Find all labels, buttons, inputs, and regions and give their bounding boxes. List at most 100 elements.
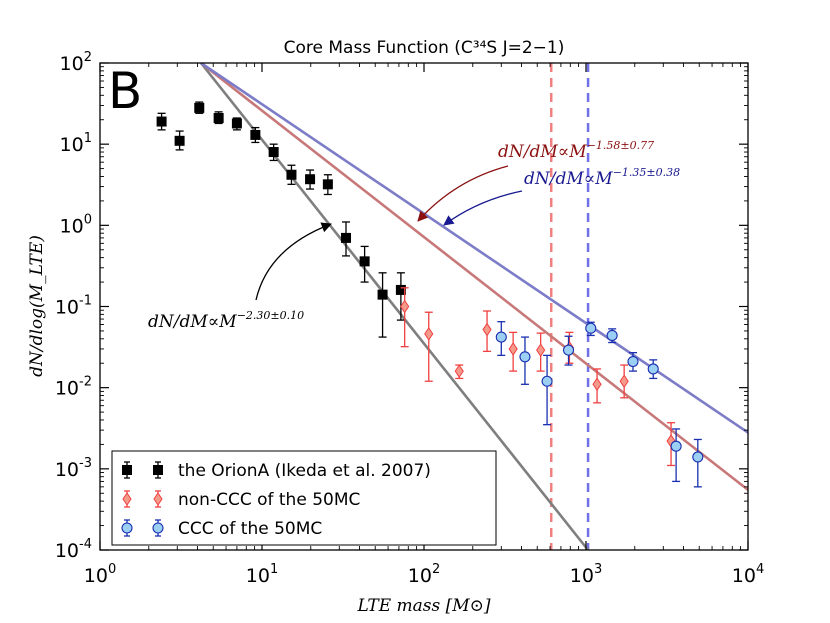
x-axis-label: LTE mass [M⊙] xyxy=(356,596,490,616)
fit-line-1 xyxy=(200,63,748,491)
annotation-ccc-slope: dN/dM∝M−1.35±0.38 xyxy=(524,166,680,189)
data-point xyxy=(424,326,434,341)
data-point xyxy=(562,344,575,356)
fit-line-2 xyxy=(200,63,748,434)
series-0-point-10 xyxy=(340,221,351,257)
tick-base: 10 xyxy=(55,459,79,481)
series-0-point-3 xyxy=(213,111,224,125)
fit-line-0 xyxy=(199,63,590,550)
legend-item-1: non-CCC of the 50MC xyxy=(122,490,360,510)
series-0-point-7 xyxy=(286,164,297,185)
annotation-oriona-slope: dN/dM∝M−2.30±0.10 xyxy=(148,309,304,332)
data-point xyxy=(156,116,167,127)
series-2 xyxy=(495,321,704,488)
legend-marker-1 xyxy=(153,492,163,506)
y-tick-label-0: 10-4 xyxy=(55,537,92,562)
series-2-point-9 xyxy=(692,438,704,488)
legend-item-0: the OrionA (Ikeda et al. 2007) xyxy=(122,461,431,481)
data-point xyxy=(647,363,659,375)
data-point xyxy=(627,355,639,368)
series-1-point-4 xyxy=(508,331,518,372)
panel-label: B xyxy=(108,62,142,120)
data-point xyxy=(692,451,704,463)
legend-marker-1 xyxy=(153,465,163,475)
legend-marker-0 xyxy=(122,492,132,506)
annotation-noncc-main: dN/dM∝M xyxy=(498,142,587,162)
legend-label-0: the OrionA (Ikeda et al. 2007) xyxy=(178,461,431,481)
series-0-point-0 xyxy=(156,112,167,131)
legend-item-2: CCC of the 50MC xyxy=(121,519,322,539)
tick-exponent: -4 xyxy=(79,537,92,552)
data-point xyxy=(606,329,618,341)
annotation-oriona-main: dN/dM∝M xyxy=(148,312,237,332)
annotation-noncc-exp: −1.58±0.77 xyxy=(587,139,654,152)
series-0-point-9 xyxy=(322,174,333,196)
data-point xyxy=(619,374,629,389)
series-1-point-0 xyxy=(400,287,410,348)
legend-box xyxy=(111,450,497,546)
data-point xyxy=(340,232,351,243)
data-point xyxy=(194,102,205,113)
data-point xyxy=(508,342,518,356)
series-1-point-8 xyxy=(619,364,629,399)
tick-base: 10 xyxy=(60,134,84,156)
x-tick-label-2: 102 xyxy=(408,562,440,587)
data-point xyxy=(359,256,370,267)
tick-exponent: 0 xyxy=(84,212,92,227)
series-1 xyxy=(400,287,676,467)
data-point xyxy=(213,113,224,124)
data-point xyxy=(670,440,682,452)
series-0-point-6 xyxy=(268,143,279,162)
tick-base: 10 xyxy=(84,565,108,587)
series-1-point-5 xyxy=(536,332,546,372)
tick-base: 10 xyxy=(60,53,84,75)
series-0 xyxy=(156,101,406,338)
series-2-point-2 xyxy=(541,354,553,426)
series-layer xyxy=(156,101,704,488)
series-0-point-13 xyxy=(395,272,406,321)
series-1-point-1 xyxy=(424,311,434,382)
arrow-noncc-slope xyxy=(417,165,509,222)
y-tick-label-2: 10-2 xyxy=(55,375,92,400)
series-2-point-3 xyxy=(562,335,575,366)
tick-exponent: 3 xyxy=(594,562,602,577)
data-point xyxy=(322,179,333,190)
series-2-point-5 xyxy=(606,328,618,344)
data-point xyxy=(585,322,597,334)
series-1-point-7 xyxy=(592,368,602,404)
tick-exponent: 1 xyxy=(84,131,92,146)
tick-exponent: 4 xyxy=(756,562,764,577)
data-point xyxy=(519,351,531,363)
series-0-point-5 xyxy=(250,126,261,144)
data-point xyxy=(541,375,553,387)
annotation-ccc-main: dN/dM∝M xyxy=(524,169,613,189)
data-point xyxy=(174,135,185,146)
tick-base: 10 xyxy=(408,565,432,587)
tick-base: 10 xyxy=(732,565,756,587)
y-tick-label-4: 100 xyxy=(60,212,92,237)
tick-exponent: 2 xyxy=(432,562,440,577)
data-point xyxy=(536,343,546,358)
x-tick-label-0: 100 xyxy=(84,562,116,587)
tick-exponent: -3 xyxy=(79,456,92,471)
series-1-point-3 xyxy=(482,310,492,353)
data-point xyxy=(454,364,464,379)
series-2-point-8 xyxy=(670,428,682,483)
chart-title: Core Mass Function (C³⁴S J=2−1) xyxy=(284,38,565,58)
tick-exponent: 2 xyxy=(84,50,92,65)
tick-exponent: -2 xyxy=(79,375,92,390)
series-2-point-4 xyxy=(585,321,597,337)
series-0-point-11 xyxy=(359,245,370,283)
annotation-noncc-slope: dN/dM∝M−1.58±0.77 xyxy=(498,139,654,162)
data-point xyxy=(495,331,507,343)
y-tick-label-5: 101 xyxy=(60,131,92,156)
legend-marker-1 xyxy=(152,522,164,534)
data-point xyxy=(482,322,492,337)
series-2-point-6 xyxy=(627,352,639,372)
y-tick-label-6: 102 xyxy=(60,50,92,75)
annotations-layer: dN/dM∝M−1.58±0.77 dN/dM∝M−1.35±0.38 dN/d… xyxy=(148,139,680,332)
data-point xyxy=(377,289,388,300)
vlines-layer xyxy=(549,63,590,550)
series-2-point-0 xyxy=(495,321,507,357)
